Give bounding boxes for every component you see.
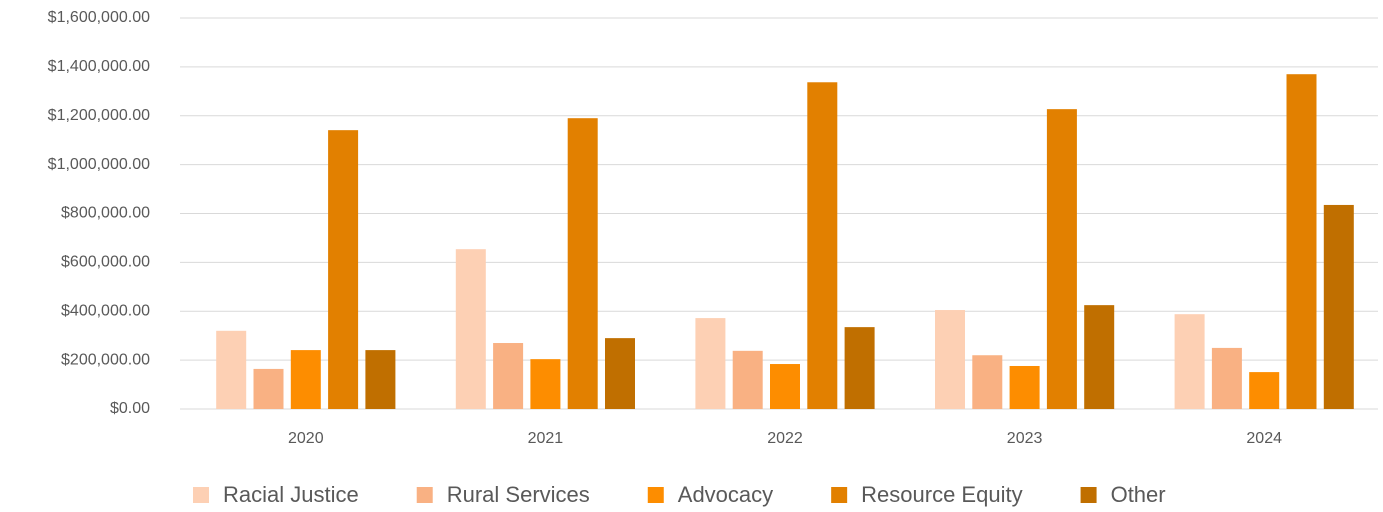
legend-label: Rural Services [447, 482, 590, 507]
x-tick-label: 2022 [767, 430, 803, 447]
bar [1084, 305, 1115, 409]
legend-swatch [416, 487, 433, 503]
bar [290, 350, 321, 409]
bar [605, 338, 635, 409]
bar [695, 318, 726, 409]
bar [1174, 314, 1205, 409]
legend-swatch [831, 487, 848, 503]
bar [216, 330, 247, 409]
y-tick-label: $1,000,000.00 [48, 156, 150, 173]
bar [567, 118, 598, 409]
legend-label: Advocacy [678, 482, 773, 507]
bar [807, 82, 838, 409]
legend-label: Other [1111, 482, 1166, 507]
bar [935, 310, 965, 409]
legend-swatch [1080, 487, 1097, 503]
legend-label: Resource Equity [861, 482, 1022, 507]
x-tick-label: 2020 [288, 430, 324, 447]
bar [1249, 372, 1280, 409]
bar [328, 130, 359, 409]
bar [972, 355, 1003, 409]
legend-swatch [647, 487, 664, 503]
y-tick-label: $1,200,000.00 [48, 107, 150, 124]
x-tick-label: 2024 [1246, 430, 1282, 447]
y-tick-label: $200,000.00 [61, 351, 150, 368]
bar [1286, 74, 1317, 410]
bar [1211, 347, 1242, 409]
x-tick-label: 2021 [528, 430, 564, 447]
y-tick-label: $0.00 [110, 400, 150, 417]
y-tick-label: $600,000.00 [61, 254, 150, 271]
bar [844, 327, 875, 409]
legend: Racial Justice Rural Services Advocacy Reso… [193, 482, 1166, 507]
y-tick-label: $400,000.00 [61, 302, 150, 319]
bar [455, 249, 486, 409]
bar [253, 368, 284, 409]
legend-swatch [193, 487, 209, 503]
x-tick-label: 2023 [1007, 430, 1043, 447]
bar [493, 343, 524, 409]
y-tick-label: $800,000.00 [61, 205, 150, 222]
y-tick-label: $1,600,000.00 [48, 9, 150, 26]
bar [1323, 204, 1354, 409]
bar [530, 359, 561, 409]
bar [1009, 365, 1040, 409]
bar [365, 350, 396, 409]
bar [732, 350, 763, 409]
bar [1046, 109, 1077, 409]
y-tick-label: $1,400,000.00 [48, 58, 150, 75]
legend-label: Racial Justice [223, 482, 359, 507]
bar [770, 364, 800, 409]
